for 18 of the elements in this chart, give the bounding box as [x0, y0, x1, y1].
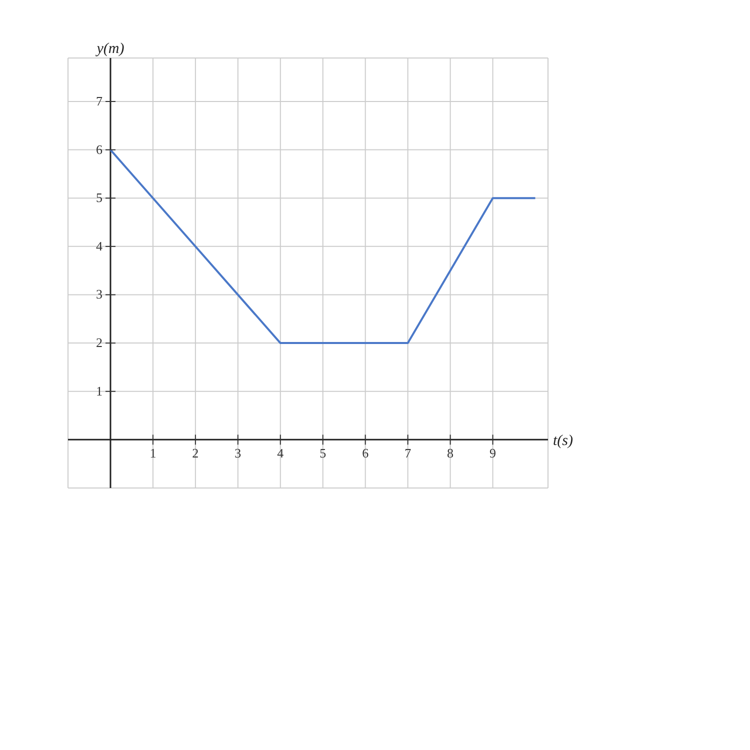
y-tick-label: 2	[96, 335, 102, 350]
x-tick-label: 3	[234, 446, 242, 461]
y-tick-label: 5	[96, 190, 102, 206]
x-tick-label: 1	[150, 446, 156, 461]
x-tick-label: 6	[362, 446, 370, 461]
y-tick-label: 4	[96, 238, 103, 254]
y-axis-title: y(m)	[94, 41, 124, 57]
y-tick-label: 1	[96, 383, 102, 398]
x-tick-label: 9	[490, 446, 496, 461]
y-tick-label: 6	[96, 142, 103, 157]
x-tick-label: 4	[277, 446, 284, 461]
x-tick-label: 7	[404, 446, 412, 461]
x-tick-label: 2	[192, 446, 199, 461]
x-axis-title: t(s)	[553, 433, 573, 450]
y-tick-label: 7	[96, 93, 103, 108]
x-tick-label: 5	[320, 446, 326, 461]
y-tick-label: 3	[96, 286, 102, 302]
x-tick-label: 8	[447, 446, 454, 461]
